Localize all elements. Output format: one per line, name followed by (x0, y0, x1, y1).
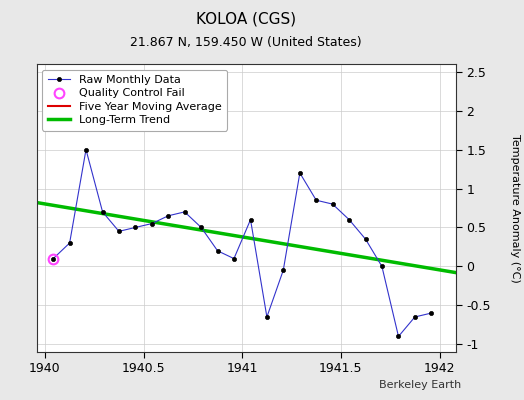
Raw Monthly Data (313, 198, 319, 203)
Raw Monthly Data (165, 213, 171, 218)
Raw Monthly Data (363, 237, 369, 242)
Raw Monthly Data (346, 217, 352, 222)
Raw Monthly Data (50, 256, 57, 261)
Raw Monthly Data (214, 248, 221, 253)
Raw Monthly Data (297, 170, 303, 175)
Raw Monthly Data (116, 229, 122, 234)
Raw Monthly Data (181, 210, 188, 214)
Raw Monthly Data (198, 225, 204, 230)
Raw Monthly Data (412, 314, 418, 319)
Raw Monthly Data (100, 210, 106, 214)
Raw Monthly Data (428, 311, 434, 316)
Legend: Raw Monthly Data, Quality Control Fail, Five Year Moving Average, Long-Term Tren: Raw Monthly Data, Quality Control Fail, … (42, 70, 227, 131)
Raw Monthly Data (83, 147, 89, 152)
Raw Monthly Data (379, 264, 385, 269)
Raw Monthly Data (132, 225, 138, 230)
Raw Monthly Data (395, 334, 401, 339)
Raw Monthly Data (247, 217, 254, 222)
Raw Monthly Data (330, 202, 336, 206)
Raw Monthly Data (67, 241, 73, 246)
Raw Monthly Data (231, 256, 237, 261)
Text: 21.867 N, 159.450 W (United States): 21.867 N, 159.450 W (United States) (130, 36, 362, 49)
Text: Berkeley Earth: Berkeley Earth (379, 380, 461, 390)
Raw Monthly Data (280, 268, 287, 273)
Line: Raw Monthly Data: Raw Monthly Data (51, 148, 433, 338)
Text: KOLOA (CGS): KOLOA (CGS) (196, 12, 297, 27)
Raw Monthly Data (264, 314, 270, 319)
Y-axis label: Temperature Anomaly (°C): Temperature Anomaly (°C) (510, 134, 520, 282)
Raw Monthly Data (149, 221, 155, 226)
